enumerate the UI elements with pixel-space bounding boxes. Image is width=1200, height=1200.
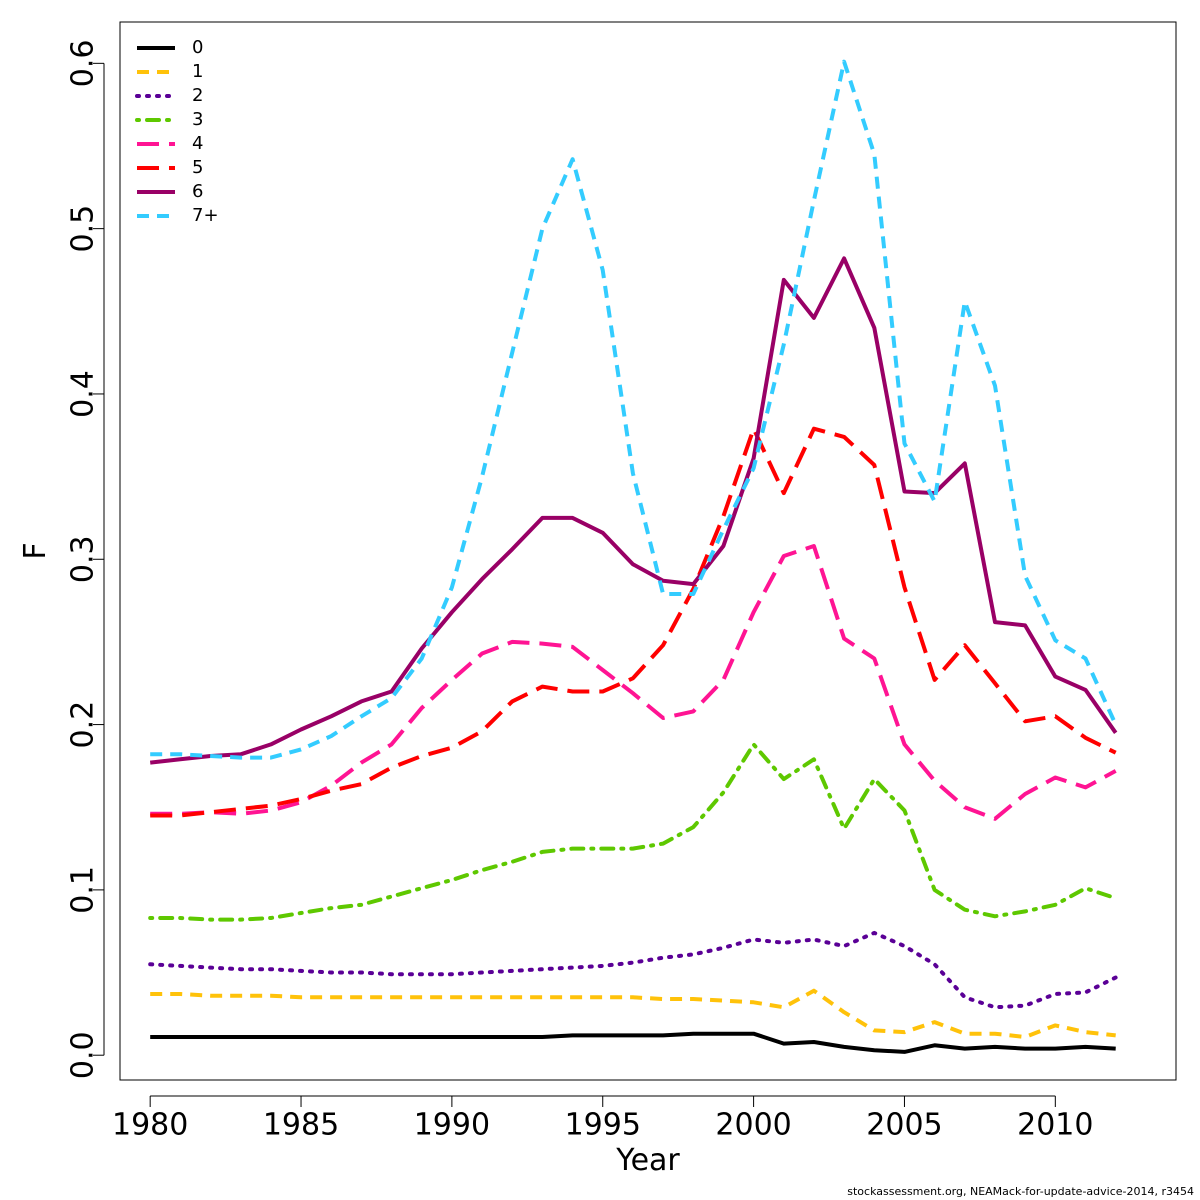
- y-tick-label: 0.5: [66, 205, 101, 253]
- x-tick-label: 2005: [866, 1108, 942, 1143]
- y-axis-title: F: [18, 542, 53, 559]
- plot-frame: [119, 21, 1177, 1081]
- y-tick-label: 0.4: [66, 370, 101, 418]
- x-tick-label: 1985: [263, 1108, 339, 1143]
- series-line-4: [150, 544, 1117, 821]
- legend-label: 5: [192, 157, 203, 178]
- series-line-2: [148, 930, 1118, 1010]
- y-tick-label: 0.3: [66, 535, 101, 583]
- series-line-6: [149, 256, 1118, 765]
- legend-label: 6: [192, 181, 203, 202]
- legend: 0 1 2 3 4 5 6 7+: [135, 37, 219, 226]
- y-tick-label: 0.0: [66, 1031, 101, 1079]
- y-tick-label: 0.6: [66, 39, 101, 87]
- y-tick-label: 0.1: [66, 866, 101, 914]
- legend-label: 3: [192, 109, 203, 130]
- series-line-1: [150, 988, 1116, 1039]
- x-axis-title: Year: [615, 1143, 680, 1178]
- x-tick-label: 1990: [414, 1108, 490, 1143]
- y-axis: 0.0 0.1 0.2 0.3 0.4 0.5 0.6: [66, 39, 105, 1079]
- x-tick-label: 1980: [112, 1108, 188, 1143]
- legend-label: 4: [192, 133, 203, 154]
- series-line-7plus: [150, 59, 1118, 760]
- y-tick-label: 0.2: [66, 701, 101, 749]
- x-axis: 1980 1985 1990 1995 2000 2005 2010: [112, 1095, 1093, 1143]
- legend-label: 2: [192, 85, 203, 106]
- series-lines: [148, 59, 1118, 1054]
- series-line-0: [150, 1031, 1116, 1054]
- x-tick-label: 1995: [565, 1108, 641, 1143]
- legend-label: 1: [192, 61, 203, 82]
- x-tick-label: 2000: [715, 1108, 791, 1143]
- footer-note: stockassessment.org, NEAMack-for-update-…: [847, 1185, 1194, 1198]
- series-line-3: [148, 742, 1118, 922]
- legend-label: 0: [192, 37, 203, 58]
- legend-label: 7+: [192, 205, 219, 226]
- x-tick-label: 2010: [1017, 1108, 1093, 1143]
- series-line-5: [150, 426, 1117, 818]
